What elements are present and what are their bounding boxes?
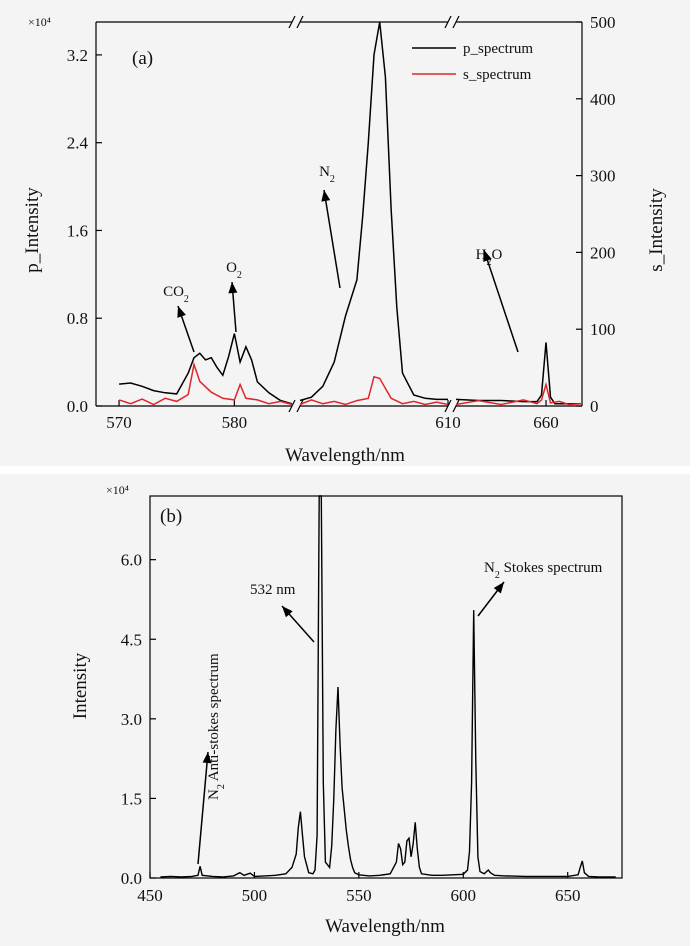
annotation-n2-subscript: 2 <box>330 174 335 185</box>
panel-a-axis-break-mark <box>296 399 304 413</box>
panel-b-frame <box>149 495 623 879</box>
legend-s-spectrum-label: s_spectrum <box>463 67 532 83</box>
panel-a-axis-break-mark <box>288 399 296 413</box>
panel-b-y-tick-label: 1.5 <box>121 789 142 808</box>
annotation-co2-subscript: 2 <box>184 294 189 305</box>
panel-a-series-p-spectrum <box>455 342 582 405</box>
panel-b-x-tick-label: 550 <box>346 886 372 905</box>
panel-a-series-p-spectrum <box>119 333 293 405</box>
annotation-n2-stokes-base: N <box>484 560 495 576</box>
panel-b-x-tick-label: 600 <box>451 886 477 905</box>
annotation-h2o-arrow <box>483 249 519 353</box>
panel-b-background <box>0 474 690 946</box>
panel-a-left-y-tick-label: 1.6 <box>67 221 88 240</box>
panel-a-axis-break-mark <box>452 399 460 413</box>
panel-a: ×10⁴ (a) Wavelength/nm p_Intensity s_Int… <box>22 15 667 466</box>
annotation-n2-base: N <box>319 164 330 180</box>
panel-a-series-s-spectrum <box>118 361 293 406</box>
annotation-n2-stokes: N2 Stokes spectrum <box>484 560 603 581</box>
panel-a-series-p-spectrum <box>299 21 448 402</box>
panel-a-axis-break-mark <box>296 15 304 29</box>
panel-a-axis-break-mark <box>444 15 452 29</box>
panel-b-x-tick-label: 650 <box>555 886 581 905</box>
annotation-co2-arrow-head <box>177 306 186 318</box>
panel-b-y-axis-title: Intensity <box>70 652 91 719</box>
annotation-n2-stokes-arrow <box>477 581 505 617</box>
annotation-n2-arrow <box>321 189 341 289</box>
panel-b: ×10⁴ (b) Wavelength/nm Intensity <box>70 483 445 937</box>
annotation-n2-arrow-shaft <box>323 189 341 289</box>
annotation-o2-subscript: 2 <box>237 270 242 281</box>
panel-a-right-y-tick-label: 500 <box>590 13 616 32</box>
annotation-co2-base: CO <box>163 284 184 300</box>
annotation-n2-stokes-rest: Stokes spectrum <box>500 560 603 576</box>
panel-b-y-tick-label: 6.0 <box>121 551 142 570</box>
panel-b-x-tick-label: 500 <box>242 886 268 905</box>
panel-a-plot: 0.0 0.8 1.6 2.4 3.2 0 100 200 300 400 500 570 580 610… <box>67 13 616 432</box>
annotation-n2-stokes-subscript: 2 <box>495 570 500 581</box>
annotation-n2-anti-stokes-subscript: 2 <box>216 784 227 789</box>
panel-a-right-y-tick-label: 100 <box>590 320 616 339</box>
panel-a-right-y-tick-label: 0 <box>590 397 599 416</box>
annotation-532nm-arrow-head <box>282 606 293 618</box>
legend-p-spectrum-label: p_spectrum <box>463 41 533 57</box>
panel-a-legend: p_spectrum s_spectrum <box>412 41 533 83</box>
panel-a-x-tick-label: 580 <box>222 413 248 432</box>
annotation-o2-base: O <box>226 260 237 276</box>
annotation-n2-anti-stokes-rest: Anti-stokes spectrum <box>206 653 222 784</box>
annotation-n2-anti-stokes-arrow <box>197 751 212 865</box>
panel-a-left-y-tick-label: 3.2 <box>67 46 88 65</box>
panel-a-right-y-tick-label: 200 <box>590 243 616 262</box>
panel-a-multiplier-label: ×10⁴ <box>28 15 51 29</box>
panel-a-left-y-tick-label: 0.0 <box>67 397 88 416</box>
panel-a-x-tick-label: 570 <box>106 413 132 432</box>
panel-a-axis-break-mark <box>452 15 460 29</box>
annotation-h2o: H2O <box>476 247 503 268</box>
annotation-h2o-subscript: 2 <box>487 257 492 268</box>
annotation-h2o-base: H <box>476 247 487 263</box>
annotation-h2o-rest: O <box>492 247 503 263</box>
annotation-n2-anti-stokes-base: N <box>206 789 222 800</box>
panel-a-x-tick-label: 660 <box>533 413 559 432</box>
annotation-h2o-arrow-shaft <box>483 249 519 353</box>
panel-b-y-tick-label: 4.5 <box>121 630 142 649</box>
panel-a-right-y-tick-label: 300 <box>590 167 616 186</box>
panel-b-multiplier-label: ×10⁴ <box>106 483 129 497</box>
annotation-co2: CO2 <box>163 284 189 305</box>
annotation-n2-arrow-head <box>321 190 331 202</box>
annotation-532nm-base: 532 nm <box>250 582 296 598</box>
panel-a-series-s-spectrum <box>455 381 583 406</box>
panel-b-x-tick-label: 450 <box>137 886 163 905</box>
annotation-532nm-arrow <box>281 605 315 643</box>
panel-b-y-tick-label: 0.0 <box>121 869 142 888</box>
panel-a-left-y-axis-title: p_Intensity <box>22 187 43 273</box>
panel-a-axis-break-mark <box>288 15 296 29</box>
annotation-n2-stokes-arrow-head <box>493 582 504 594</box>
annotation-o2-arrow <box>228 281 238 333</box>
panel-a-background <box>0 0 690 466</box>
annotation-532nm: 532 nm <box>250 582 296 598</box>
panel-a-left-y-tick-label: 0.8 <box>67 309 88 328</box>
panel-b-y-tick-label: 3.0 <box>121 710 142 729</box>
annotation-h2o-arrow-head <box>483 250 492 262</box>
panel-a-left-y-tick-label: 2.4 <box>67 134 89 153</box>
annotation-o2-arrow-head <box>228 282 238 294</box>
annotation-n2-anti-stokes-arrow-head <box>202 752 212 764</box>
annotation-n2-anti-stokes-arrow-shaft <box>197 751 209 865</box>
annotation-o2: O2 <box>226 260 242 281</box>
annotation-n2-anti-stokes: N2 Anti-stokes spectrum <box>206 653 227 800</box>
panel-b-x-axis-title: Wavelength/nm <box>325 916 445 937</box>
panel-a-right-y-tick-label: 400 <box>590 90 616 109</box>
panel-a-x-axis-title: Wavelength/nm <box>285 445 405 466</box>
panel-b-spectrum-line <box>160 495 616 878</box>
panel-b-label: (b) <box>160 506 182 527</box>
annotation-n2: N2 <box>319 164 335 185</box>
annotation-co2-arrow <box>177 305 195 353</box>
panel-a-right-y-axis-title: s_Intensity <box>646 188 667 272</box>
panel-a-label: (a) <box>132 48 153 69</box>
panel-a-x-tick-label: 610 <box>435 413 461 432</box>
panel-a-series-s-spectrum <box>299 375 449 406</box>
